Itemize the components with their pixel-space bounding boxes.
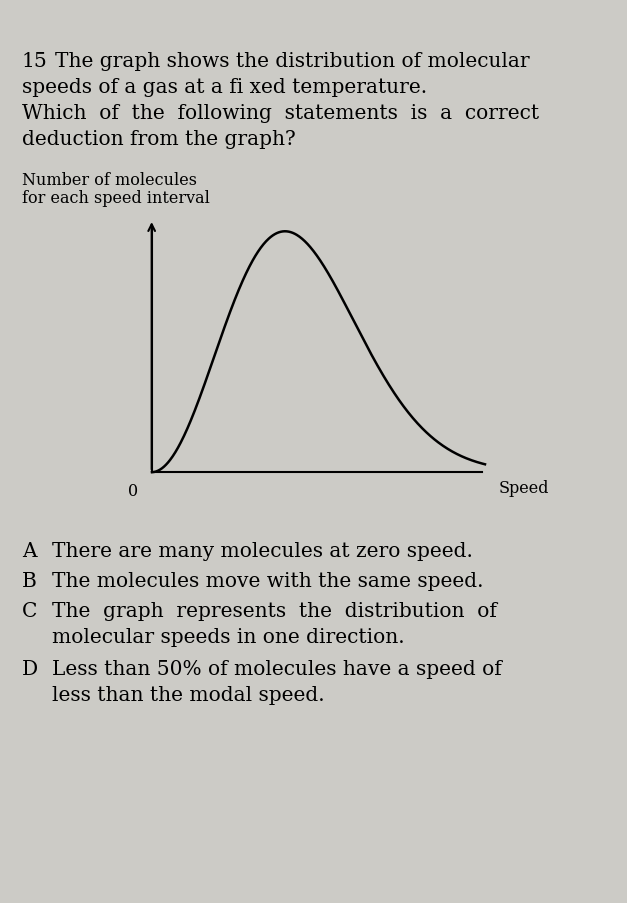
Text: Number of molecules: Number of molecules (22, 172, 197, 189)
Text: Less than 50% of molecules have a speed of: Less than 50% of molecules have a speed … (52, 659, 502, 678)
Text: There are many molecules at zero speed.: There are many molecules at zero speed. (52, 542, 473, 561)
Text: speeds of a gas at a fi xed temperature.: speeds of a gas at a fi xed temperature. (22, 78, 427, 97)
Text: Speed: Speed (498, 479, 549, 497)
Text: B: B (22, 572, 37, 591)
Text: 15: 15 (22, 52, 48, 71)
Text: deduction from the graph?: deduction from the graph? (22, 130, 296, 149)
Text: for each speed interval: for each speed interval (22, 190, 210, 207)
Text: A: A (22, 542, 36, 561)
Text: C: C (22, 601, 38, 620)
Text: less than the modal speed.: less than the modal speed. (52, 685, 325, 704)
Text: D: D (22, 659, 38, 678)
Text: The  graph  represents  the  distribution  of: The graph represents the distribution of (52, 601, 497, 620)
Text: 0: 0 (128, 482, 139, 499)
Text: Which  of  the  following  statements  is  a  correct: Which of the following statements is a c… (22, 104, 539, 123)
Text: The molecules move with the same speed.: The molecules move with the same speed. (52, 572, 483, 591)
Text: molecular speeds in one direction.: molecular speeds in one direction. (52, 628, 404, 647)
Text: The graph shows the distribution of molecular: The graph shows the distribution of mole… (55, 52, 530, 71)
